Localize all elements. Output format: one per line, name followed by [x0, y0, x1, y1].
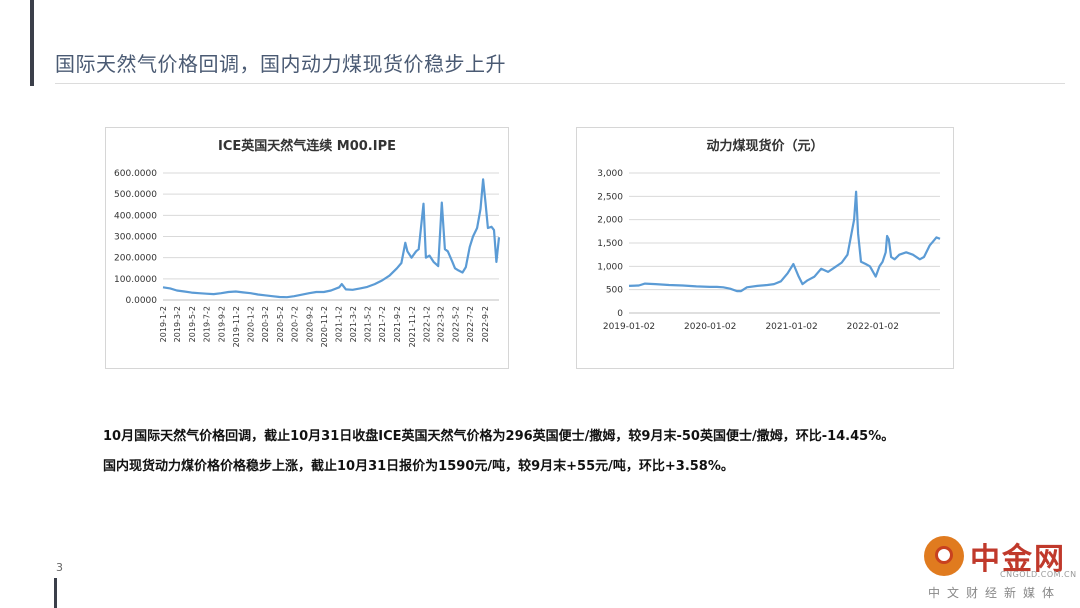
y-tick-label: 2,000 — [597, 216, 623, 226]
x-tick-label: 2020-1-2 — [247, 306, 256, 342]
series-line — [162, 178, 501, 299]
x-tick-label: 2021-5-2 — [364, 306, 373, 342]
chart-title: ICE英国天然气连续 M00.IPE — [218, 138, 396, 154]
y-tick-label: 0 — [617, 309, 623, 319]
coal-price-chart: 动力煤现货价（元） 0 500 1,000 1,500 2,000 2,500 3,000 20… — [576, 127, 954, 369]
x-tick-label: 2021-3-2 — [349, 306, 358, 342]
x-tick-label: 2019-01-02 — [603, 322, 655, 332]
gas-price-chart: ICE英国天然气连续 M00.IPE 0.0000 100.0000 200.0000… — [105, 127, 509, 369]
y-tick-label: 500.0000 — [114, 190, 157, 200]
y-tick-label: 1,000 — [597, 262, 623, 272]
y-tick-label: 200.0000 — [114, 254, 157, 264]
x-tick-label: 2020-7-2 — [290, 306, 299, 342]
x-tick-label: 2020-3-2 — [261, 306, 270, 342]
x-tick-label: 2022-1-2 — [422, 306, 431, 342]
x-tick-label: 2019-3-2 — [173, 306, 182, 342]
y-tick-label: 2,500 — [597, 192, 623, 202]
x-tick-label: 2020-01-02 — [684, 322, 736, 332]
chart-title: 动力煤现货价（元） — [706, 138, 823, 154]
x-tick-label: 2020-9-2 — [305, 306, 314, 342]
y-tick-label: 1,500 — [597, 239, 623, 249]
x-tick-label: 2019-5-2 — [188, 306, 197, 342]
page-number: 3 — [56, 561, 63, 574]
x-tick-label: 2020-5-2 — [276, 306, 285, 342]
y-tick-label: 3,000 — [597, 169, 623, 179]
x-tick-label: 2021-11-2 — [408, 306, 417, 347]
y-tick-label: 500 — [606, 286, 623, 296]
x-tick-label: 2019-9-2 — [217, 306, 226, 342]
title-divider — [55, 83, 1065, 84]
y-tick-label: 300.0000 — [114, 233, 157, 243]
x-tick-label: 2021-1-2 — [335, 306, 344, 342]
x-tick-label: 2021-01-02 — [765, 322, 817, 332]
series-line — [628, 190, 941, 293]
logo-tagline: 中文财经新媒体 — [928, 586, 1062, 600]
logo-site: CNGOLD.COM.CN — [1000, 570, 1077, 579]
y-tick-label: 400.0000 — [114, 211, 157, 221]
logo: 中金网 CNGOLD.COM.CN 中文财经新媒体 — [910, 530, 1080, 608]
y-tick-label: 0.0000 — [126, 296, 158, 306]
accent-bar-bottom — [54, 578, 57, 608]
x-tick-label: 2022-9-2 — [481, 306, 490, 342]
x-tick-label: 2020-11-2 — [320, 306, 329, 347]
logo-mark-icon — [924, 536, 964, 576]
x-tick-label: 2022-7-2 — [466, 306, 475, 342]
gas-price-chart-svg: ICE英国天然气连续 M00.IPE 0.0000 100.0000 200.0000… — [114, 138, 501, 347]
x-tick-label: 2021-7-2 — [378, 306, 387, 342]
accent-bar-top — [30, 0, 34, 86]
coal-price-chart-svg: 动力煤现货价（元） 0 500 1,000 1,500 2,000 2,500 3,000 20… — [597, 138, 941, 332]
x-tick-label: 2022-5-2 — [451, 306, 460, 342]
slide-title: 国际天然气价格回调，国内动力煤现货价稳步上升 — [55, 52, 506, 76]
x-tick-label: 2022-01-02 — [847, 322, 899, 332]
x-tick-label: 2019-11-2 — [232, 306, 241, 347]
logo-name: 中金网 — [970, 542, 1066, 577]
y-tick-label: 600.0000 — [114, 169, 157, 179]
x-tick-label: 2019-7-2 — [203, 306, 212, 342]
x-tick-label: 2019-1-2 — [159, 306, 168, 342]
paragraph-gas: 10月国际天然气价格回调，截止10月31日收盘ICE英国天然气价格为296英国便… — [103, 429, 895, 444]
x-tick-label: 2021-9-2 — [393, 306, 402, 342]
paragraph-coal: 国内现货动力煤价格价格稳步上涨，截止10月31日报价为1590元/吨，较9月末+… — [103, 459, 734, 474]
x-tick-label: 2022-3-2 — [437, 306, 446, 342]
y-tick-label: 100.0000 — [114, 275, 157, 285]
